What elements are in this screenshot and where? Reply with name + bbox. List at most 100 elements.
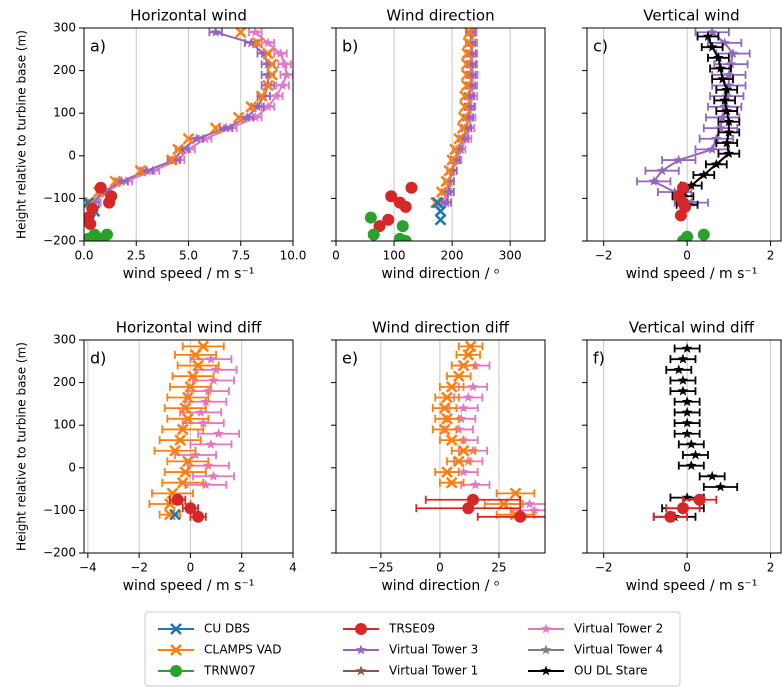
marker: [262, 58, 274, 69]
x-tick-label: −2: [595, 249, 613, 263]
x-axis-label: wind speed / m s⁻¹: [123, 578, 255, 594]
marker: [184, 380, 197, 393]
marker: [681, 396, 693, 407]
legend-marker: [170, 623, 182, 635]
marker: [197, 340, 210, 353]
marker: [195, 406, 206, 417]
marker: [187, 370, 199, 383]
x-tick-label: 7.5: [231, 249, 250, 263]
marker: [176, 423, 189, 436]
marker: [109, 175, 122, 188]
marker: [723, 116, 735, 127]
legend-marker: [355, 644, 367, 655]
marker: [181, 455, 194, 468]
y-tick-label: 100: [53, 418, 76, 432]
marker: [399, 200, 412, 213]
marker: [723, 69, 735, 80]
marker: [465, 37, 476, 48]
y-tick-label: −200: [43, 546, 76, 560]
panel-label: c): [593, 37, 608, 56]
marker: [713, 52, 724, 63]
marker: [497, 498, 510, 510]
marker: [466, 58, 477, 69]
x-tick-label: 100: [383, 249, 406, 263]
x-axis-label: wind direction / ᵒ: [381, 266, 499, 282]
marker: [686, 197, 697, 208]
marker: [460, 58, 473, 71]
marker: [203, 385, 214, 396]
marker: [509, 487, 522, 500]
marker: [172, 143, 184, 156]
marker: [721, 90, 732, 101]
marker: [184, 502, 197, 515]
marker: [697, 228, 710, 241]
marker: [116, 175, 127, 186]
marker: [200, 133, 211, 144]
marker: [134, 164, 147, 177]
legend-marker: [540, 665, 552, 676]
marker: [446, 165, 458, 176]
marker: [677, 353, 689, 364]
marker: [245, 100, 258, 113]
marker: [171, 493, 184, 506]
marker: [232, 111, 245, 124]
marker: [179, 466, 192, 478]
marker: [717, 73, 728, 84]
marker: [462, 349, 475, 361]
marker: [648, 175, 659, 186]
plot-area: [148, 340, 241, 523]
x-tick-label: 5.0: [179, 249, 198, 263]
marker: [514, 510, 527, 523]
marker: [364, 211, 377, 224]
marker: [681, 406, 693, 417]
marker: [449, 143, 461, 156]
marker: [210, 364, 222, 375]
marker: [169, 508, 181, 521]
x-tick-label: 0: [683, 561, 691, 575]
x-tick-label: 25: [491, 561, 506, 575]
marker: [192, 510, 205, 523]
marker: [452, 370, 465, 383]
marker: [656, 165, 668, 176]
marker: [445, 476, 458, 489]
marker: [241, 112, 253, 122]
marker: [438, 402, 451, 415]
marker: [271, 90, 282, 101]
marker: [176, 476, 189, 489]
marker: [723, 80, 735, 90]
marker: [524, 498, 535, 509]
marker: [723, 126, 735, 137]
y-tick-label: −200: [43, 234, 76, 248]
y-tick-label: 100: [53, 106, 76, 120]
x-tick-label: 2: [238, 561, 246, 575]
legend-label: Virtual Tower 2: [574, 622, 663, 636]
marker: [210, 28, 221, 37]
x-tick-label: 2: [767, 561, 775, 575]
marker: [674, 209, 687, 222]
marker: [457, 444, 470, 457]
marker: [719, 101, 730, 112]
panel-label: d): [90, 349, 106, 368]
marker: [715, 481, 726, 492]
x-axis-label: wind direction / ᵒ: [381, 578, 499, 594]
marker: [444, 186, 455, 197]
marker: [396, 220, 409, 233]
marker: [393, 232, 406, 241]
marker: [165, 154, 178, 166]
marker: [466, 69, 477, 80]
marker: [470, 479, 481, 490]
marker: [443, 164, 456, 177]
marker: [262, 37, 274, 48]
panel-title: Wind direction diff: [372, 319, 510, 337]
marker: [719, 37, 730, 48]
marker: [250, 28, 261, 37]
marker: [191, 133, 203, 144]
x-tick-label: −25: [368, 561, 393, 575]
marker: [721, 84, 732, 95]
marker: [441, 466, 453, 478]
marker: [435, 186, 448, 198]
legend-label: CLAMPS VAD: [204, 643, 281, 657]
marker: [277, 80, 288, 90]
marker: [464, 90, 475, 101]
marker: [441, 197, 452, 208]
